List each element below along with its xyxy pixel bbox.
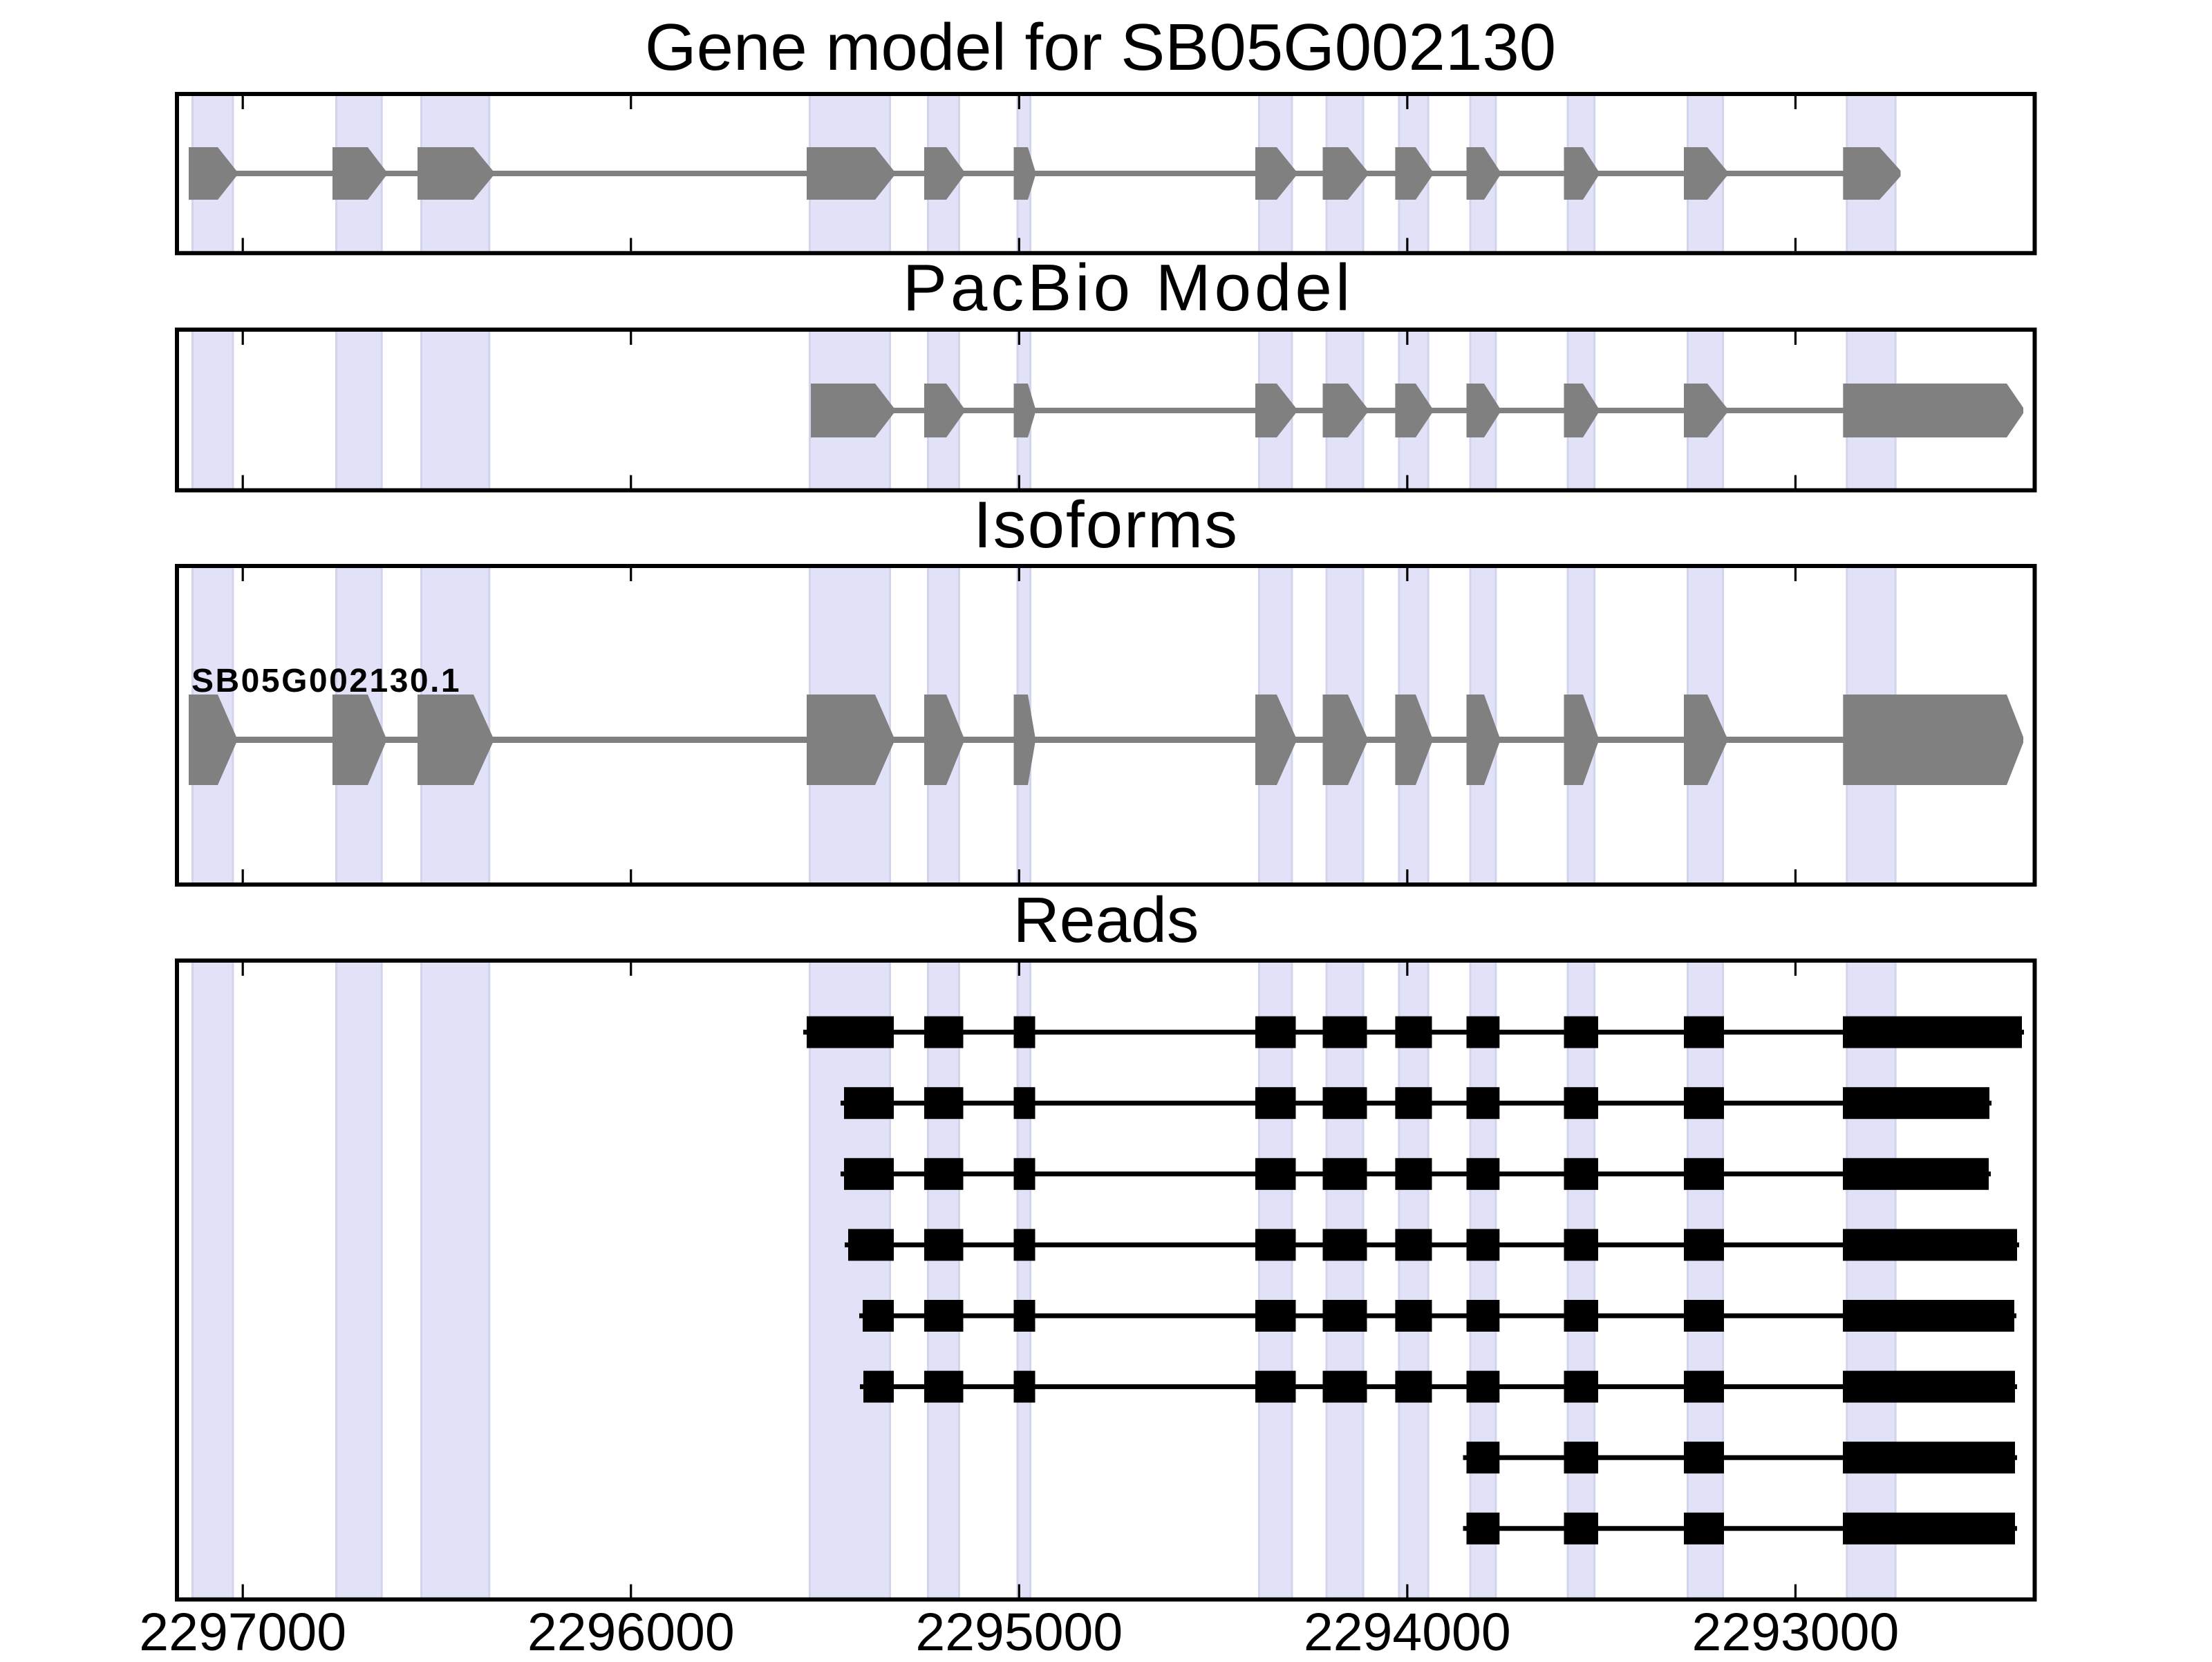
svg-text:Isoforms: Isoforms: [973, 488, 1239, 562]
svg-text:2294000: 2294000: [1304, 1603, 1511, 1659]
svg-text:PacBio Model: PacBio Model: [903, 251, 1353, 325]
svg-text:2293000: 2293000: [1692, 1603, 1900, 1659]
svg-text:2297000: 2297000: [139, 1603, 346, 1659]
svg-text:2295000: 2295000: [915, 1603, 1123, 1659]
svg-text:SB05G002130.1: SB05G002130.1: [191, 663, 461, 699]
svg-text:2296000: 2296000: [527, 1603, 735, 1659]
svg-text:Gene model for SB05G002130: Gene model for SB05G002130: [645, 10, 1556, 84]
svg-text:Reads: Reads: [1013, 884, 1199, 956]
